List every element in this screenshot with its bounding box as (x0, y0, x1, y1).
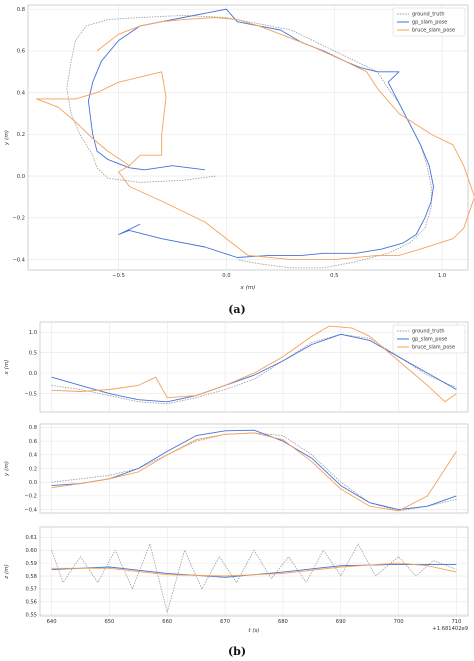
x-offset-label: +1.681402e9 (432, 626, 468, 632)
trajectory-xy-chart: −0.5 0.0 0.5 1.0 −0.4 −0.2 0.0 0.2 0.4 0.6 0.8 x (m… (4, 4, 474, 291)
y-tick-label: −0.2 (24, 494, 37, 500)
x-tick-label: 680 (278, 619, 288, 625)
y-tick-label: 0.4 (17, 90, 26, 96)
y-axis-label: y (m) (4, 461, 10, 477)
x-axis-label: x (m) (240, 285, 256, 291)
y-tick-label: 0.61 (25, 535, 37, 541)
legend-entry: ground_truth (412, 329, 445, 335)
series-line-gp_slam_pose (87, 8, 434, 258)
plot-frame (39, 321, 469, 413)
y-vs-time-chart: −0.4 −0.2 0.0 0.2 0.4 0.6 0.8 y (m) (4, 423, 469, 514)
y-tick-label: 0.57 (25, 587, 37, 593)
series-line-ground_truth (66, 15, 432, 269)
y-tick-label: 0.2 (17, 132, 25, 138)
legend-box (392, 7, 466, 37)
x-tick-label: 640 (47, 619, 57, 625)
plot-frame (39, 526, 469, 617)
series-line-ground_truth (51, 333, 457, 405)
y-tick-label: 0.8 (17, 7, 25, 13)
legend-entry: bruce_slam_pose (412, 28, 455, 34)
caption-a: (a) (228, 303, 246, 316)
y-tick-label: 0.6 (17, 49, 25, 55)
y-axis-label: x (m) (4, 360, 10, 376)
z-vs-time-chart: 640 650 660 670 680 690 700 710 0.55 0.56 0.57 0.58… (4, 526, 469, 634)
y-tick-label: 0.5 (29, 350, 37, 356)
x-tick-label: 700 (394, 619, 404, 625)
x-tick-label: 0.5 (330, 273, 338, 279)
y-tick-label: 0.58 (25, 574, 37, 580)
y-tick-label: 0.0 (29, 480, 37, 486)
legend-entry: ground_truth (412, 12, 445, 18)
x-tick-label: −0.5 (112, 273, 125, 279)
y-tick-label: −0.2 (12, 216, 25, 222)
series-line-bruce_slam_pose (36, 17, 474, 261)
y-axis-label: y (m) (4, 130, 10, 146)
y-tick-label: −0.4 (24, 507, 37, 513)
series-line-bruce_slam_pose (51, 325, 457, 403)
y-tick-label: 1.0 (29, 330, 37, 336)
y-tick-label: −0.5 (24, 391, 37, 397)
series-line-gp_slam_pose (51, 429, 457, 511)
x-tick-label: 0.0 (222, 273, 230, 279)
y-tick-label: 0.56 (25, 600, 37, 606)
series-line-bruce_slam_pose (51, 432, 457, 512)
plot-frame (27, 4, 469, 271)
series-line-bruce_slam_pose (51, 562, 457, 577)
x-tick-label: 650 (104, 619, 114, 625)
y-tick-label: 0.0 (17, 174, 25, 180)
y-tick-label: −0.4 (12, 257, 25, 263)
y-axis-label: z (m) (4, 564, 10, 580)
y-tick-label: 0.4 (29, 453, 38, 459)
x-tick-label: 690 (336, 619, 346, 625)
y-tick-label: 0.2 (29, 466, 37, 472)
y-tick-label: 0.59 (25, 561, 37, 567)
series-line-gp_slam_pose (51, 333, 457, 403)
y-tick-label: 0.0 (29, 371, 37, 377)
x-tick-label: 1.0 (438, 273, 446, 279)
x-axis-label: t (s) (248, 628, 259, 634)
series-line-gp_slam_pose (51, 563, 457, 578)
series-line-ground_truth (51, 432, 457, 512)
x-tick-label: 660 (162, 619, 172, 625)
legend-entry: gp_slam_pose (412, 20, 447, 26)
y-tick-label: 0.6 (29, 439, 37, 445)
y-tick-label: 0.55 (25, 613, 37, 619)
caption-b: (b) (228, 645, 246, 658)
series-line-ground_truth (51, 543, 457, 613)
legend-entry: gp_slam_pose (412, 337, 447, 343)
x-tick-label: 670 (220, 619, 230, 625)
plot-frame (39, 423, 469, 514)
x-vs-time-chart: −0.5 0.0 0.5 1.0 x (m) ground_truth gp_slam_po… (4, 321, 469, 413)
y-tick-label: 0.8 (29, 425, 37, 431)
x-tick-label: 710 (451, 619, 461, 625)
legend-box (392, 324, 466, 354)
y-tick-label: 0.60 (25, 548, 37, 554)
legend-entry: bruce_slam_pose (412, 345, 455, 351)
